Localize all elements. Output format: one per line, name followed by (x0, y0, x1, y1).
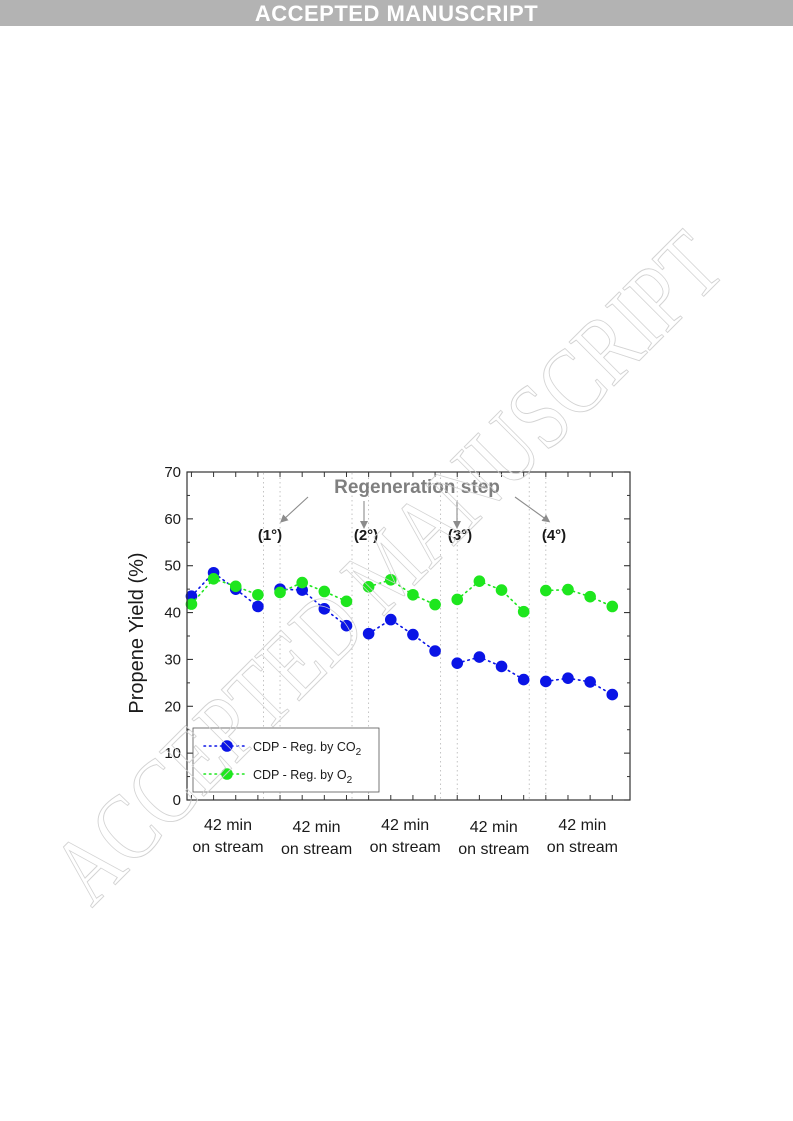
regeneration-arrow (514, 496, 551, 523)
data-point (517, 673, 530, 686)
data-point (562, 583, 574, 596)
data-point (229, 580, 242, 593)
data-point (606, 600, 619, 613)
series-layer (185, 566, 619, 701)
x-group-label: on stream (281, 841, 352, 858)
legend: CDP - Reg. by CO2 CDP - Reg. by O2 (192, 727, 380, 793)
data-point (451, 657, 464, 669)
series-line (190, 577, 259, 605)
x-group-label: 42 min (558, 817, 606, 834)
legend-label: CDP - Reg. by O2 (253, 768, 353, 786)
data-point (340, 619, 353, 632)
x-group-labels: 42 min on stream 42 min on stream 42 min on s… (192, 817, 618, 858)
x-group-label: on stream (370, 839, 441, 856)
data-point (473, 651, 486, 663)
y-axis: 0 10 20 30 40 50 60 70 (164, 464, 630, 809)
data-point (362, 627, 375, 640)
legend-marker (221, 740, 233, 752)
series-line (367, 618, 436, 652)
data-point (517, 605, 530, 618)
data-point (584, 590, 596, 603)
data-point (252, 600, 264, 613)
series-line (545, 588, 614, 608)
series-line (367, 578, 436, 606)
series-line (545, 677, 614, 696)
data-point (384, 573, 397, 586)
y-tick-label: 10 (164, 745, 181, 762)
data-point (540, 584, 552, 597)
data-point (540, 675, 552, 688)
x-group-label: 42 min (204, 817, 252, 834)
data-point (207, 573, 220, 585)
regeneration-annotation: Regeneration step (1°) (2°) (3°) (4°) (258, 477, 566, 544)
regeneration-label: (3°) (448, 527, 472, 544)
y-tick-label: 70 (164, 464, 181, 481)
accepted-manuscript-banner: ACCEPTED MANUSCRIPT (0, 0, 793, 26)
series-line (190, 571, 259, 608)
series-line (456, 656, 525, 681)
data-point (185, 590, 198, 602)
data-point (584, 676, 596, 688)
data-point (384, 613, 397, 626)
data-point (495, 660, 508, 673)
regeneration-label: (4°) (542, 527, 566, 544)
y-tick-label: 0 (173, 792, 181, 809)
x-group-label: on stream (458, 841, 529, 858)
legend-label: CDP - Reg. by CO2 (253, 740, 362, 758)
data-point (451, 593, 464, 606)
data-point (407, 628, 419, 641)
legend-marker (221, 768, 233, 780)
data-point (429, 598, 441, 611)
x-group-label: 42 min (381, 817, 429, 834)
data-point (362, 581, 375, 593)
data-point (562, 672, 574, 684)
legend-box (192, 727, 380, 793)
series-line (456, 580, 525, 613)
regeneration-step-title: Regeneration step (334, 477, 500, 498)
regeneration-arrow (280, 496, 309, 523)
x-group-label: on stream (547, 839, 618, 856)
data-point (495, 584, 508, 596)
y-tick-label: 60 (164, 511, 181, 528)
regeneration-label: (1°) (258, 527, 282, 544)
data-point (606, 688, 619, 701)
series-line (279, 581, 348, 603)
y-axis-label: Propene Yield (%) (126, 552, 148, 713)
data-point (296, 576, 308, 589)
data-point (407, 588, 419, 601)
data-point (318, 603, 331, 615)
x-group-label: 42 min (470, 819, 518, 836)
y-tick-label: 30 (164, 651, 181, 668)
data-point (185, 598, 198, 610)
y-tick-label: 50 (164, 558, 181, 575)
data-point (318, 585, 331, 598)
data-point (473, 575, 486, 587)
series-line (279, 588, 348, 627)
y-tick-label: 20 (164, 698, 181, 715)
data-point (252, 588, 264, 601)
data-point (340, 595, 353, 608)
regeneration-label: (2°) (354, 527, 378, 544)
x-group-label: on stream (192, 839, 263, 856)
data-point (274, 586, 286, 599)
x-group-label: 42 min (293, 819, 341, 836)
data-point (429, 645, 441, 657)
y-tick-label: 40 (164, 605, 181, 622)
